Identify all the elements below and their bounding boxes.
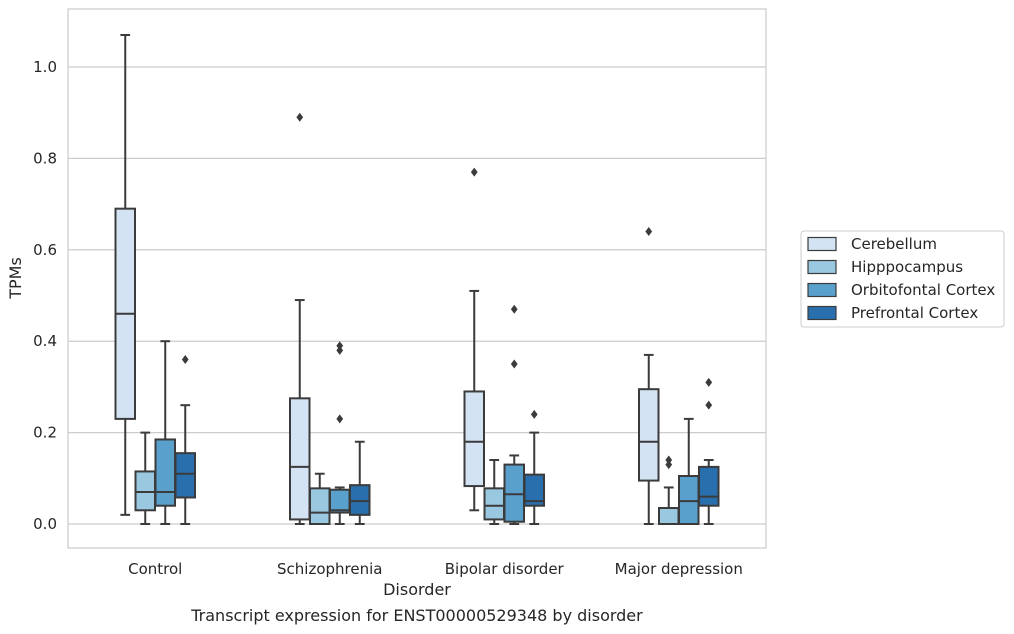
box-iqr: [678, 475, 700, 526]
box-group: [289, 112, 311, 525]
box-iqr: [698, 465, 720, 507]
box-group: [503, 304, 525, 525]
box-iqr: [154, 438, 176, 507]
legend-swatch: [807, 282, 837, 298]
outlier-point: [665, 455, 673, 465]
box-iqr: [134, 470, 156, 512]
x-axis-label: Disorder: [383, 580, 451, 599]
box-iqr: [463, 390, 485, 488]
legend-label: Prefrontal Cortex: [851, 304, 978, 322]
box-group: [174, 354, 196, 525]
y-tick-labels: 0.0 0.2 0.4 0.6 0.8 1.0: [33, 58, 57, 533]
y-tick-label: 0.6: [33, 241, 57, 259]
box-group: [463, 167, 485, 512]
x-tick-label: Major depression: [615, 560, 743, 578]
outlier-point: [645, 227, 653, 237]
legend-swatch: [807, 259, 837, 275]
x-tick-labels: Control Schizophrenia Bipolar disorder Majo…: [128, 560, 743, 578]
legend-label: Hipppocampus: [851, 258, 963, 276]
box-group: [658, 455, 680, 526]
x-tick-label: Schizophrenia: [277, 560, 382, 578]
legend-swatch: [807, 305, 837, 321]
box-iqr: [483, 487, 505, 521]
box-iqr: [523, 473, 545, 507]
box-iqr: [638, 388, 660, 482]
box-iqr: [329, 488, 351, 514]
y-tick-label: 0.4: [33, 332, 57, 350]
box-group: [523, 409, 545, 525]
box-group: [309, 472, 331, 526]
y-tick-label: 0.8: [33, 149, 57, 167]
legend: Cerebellum Hipppocampus Orbitofontal Corte…: [800, 230, 1005, 328]
box-iqr: [289, 397, 311, 521]
outlier-point: [336, 345, 344, 355]
box-group: [349, 440, 371, 525]
box-iqr: [349, 484, 371, 516]
box-group: [114, 34, 136, 516]
plot-area-frame: [67, 8, 767, 549]
outlier-point: [705, 377, 713, 387]
outlier-point: [181, 354, 189, 364]
box-iqr: [174, 452, 196, 499]
legend-label: Cerebellum: [851, 235, 937, 253]
box-group: [638, 227, 660, 525]
box-plots: [114, 34, 720, 526]
box-group: [698, 377, 720, 525]
box-iqr: [658, 507, 680, 526]
outlier-point: [336, 341, 344, 351]
outlier-point: [470, 167, 478, 177]
legend-frame: [800, 230, 1005, 328]
outlier-point: [510, 359, 518, 369]
box-iqr: [309, 487, 331, 526]
y-tick-label: 1.0: [33, 58, 57, 76]
legend-label: Orbitofontal Cortex: [851, 281, 995, 299]
outlier-point: [510, 304, 518, 314]
y-axis-label: TPMs: [6, 257, 25, 300]
x-tick-label: Control: [128, 560, 182, 578]
y-tick-label: 0.2: [33, 424, 57, 442]
outlier-point: [705, 400, 713, 410]
x-tick-label: Bipolar disorder: [445, 560, 565, 578]
outlier-point: [530, 409, 538, 419]
box-group: [483, 459, 505, 525]
box-iqr: [503, 463, 525, 523]
box-group: [134, 431, 156, 525]
outlier-point: [336, 414, 344, 424]
outlier-point: [296, 112, 304, 122]
box-group: [678, 417, 700, 526]
chart-caption: Transcript expression for ENST0000052934…: [190, 606, 643, 625]
y-tick-label: 0.0: [33, 515, 57, 533]
box-group: [329, 341, 351, 525]
legend-swatch: [807, 236, 837, 252]
outlier-point: [665, 460, 673, 470]
